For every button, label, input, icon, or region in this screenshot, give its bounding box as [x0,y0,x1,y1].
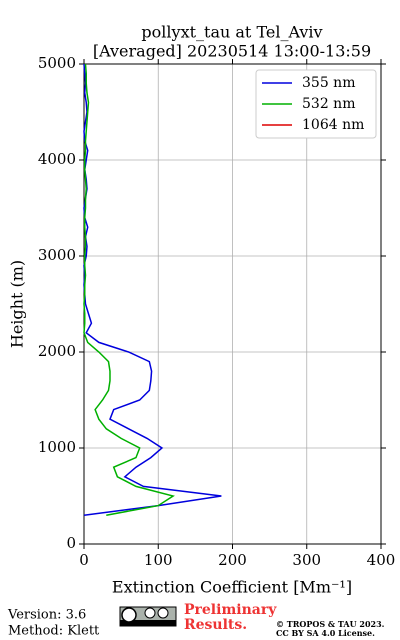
y-tick-label: 2000 [38,342,76,360]
preliminary: Results. [184,617,247,633]
profile-line [83,63,222,516]
profile-line [83,63,175,516]
x-tick-label: 300 [292,551,321,569]
y-tick-label: 4000 [38,150,76,168]
x-tick-label: 400 [367,551,396,569]
y-tick-label: 3000 [38,246,76,264]
copyright: © TROPOS & TAU 2023. [276,619,385,629]
version: Version: 3.6 [7,608,86,623]
y-tick-label: 1000 [38,438,76,456]
method: Method: Klett [8,624,100,639]
y-axis-label: Height (m) [8,260,27,348]
preliminary: Preliminary [184,602,277,618]
y-tick-label: 5000 [38,54,76,72]
legend-label: 355 nm [302,75,355,91]
legend-label: 532 nm [302,96,355,112]
cc-logo [119,606,177,627]
x-axis-label: Extinction Coefficient [Mm⁻¹] [112,578,352,597]
legend-box [255,69,377,139]
x-tick-label: 100 [144,551,173,569]
y-tick-label: 0 [66,534,76,552]
chart-subtitle: [Averaged] 20230514 13:00-13:59 [93,42,371,61]
legend-label: 1064 nm [302,117,364,133]
x-tick-label: 200 [218,551,247,569]
chart-title: pollyxt_tau at Tel_Aviv [141,23,322,42]
license: CC BY SA 4.0 License. [276,628,375,638]
x-tick-label: 0 [79,551,89,569]
